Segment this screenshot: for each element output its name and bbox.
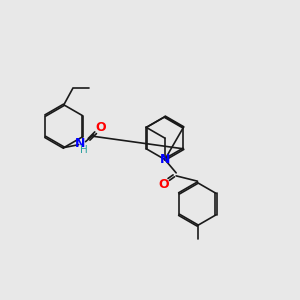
- Text: O: O: [96, 121, 106, 134]
- Text: H: H: [80, 145, 88, 155]
- Text: O: O: [158, 178, 169, 191]
- Text: N: N: [160, 153, 171, 166]
- Text: N: N: [75, 137, 85, 150]
